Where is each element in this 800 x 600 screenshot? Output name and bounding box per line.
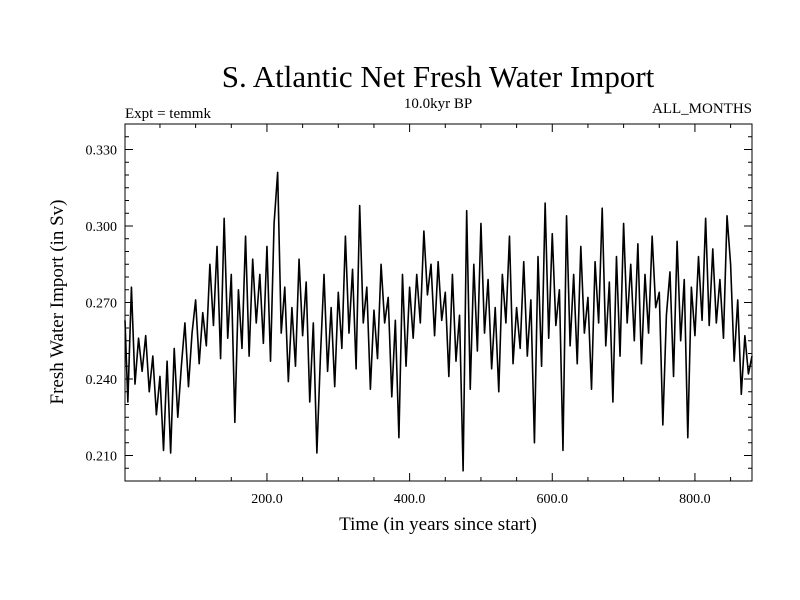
y-axis-label: Fresh Water Import (in Sv) [47,200,68,405]
chart-title: S. Atlantic Net Fresh Water Import [222,59,655,94]
y-tick-label: 0.330 [86,144,118,159]
axis-ticks [125,124,752,481]
x-tick-label: 400.0 [394,492,426,507]
period-label: 10.0kyr BP [404,96,472,112]
y-tick-label: 0.210 [86,450,118,465]
x-axis-label: Time (in years since start) [339,514,537,535]
months-label: ALL_MONTHS [652,101,752,117]
plot-frame [124,123,753,482]
series-line [124,171,753,472]
y-tick-label: 0.300 [86,220,118,235]
x-tick-label: 800.0 [679,492,711,507]
x-tick-label: 200.0 [251,492,283,507]
y-tick-label: 0.240 [86,373,118,388]
x-tick-label: 600.0 [537,492,569,507]
y-tick-labels: 0.210 0.240 0.270 0.300 0.330 [86,144,118,465]
y-tick-label: 0.270 [86,297,118,312]
experiment-label: Expt = temmk [125,106,211,122]
x-tick-labels: 200.0 400.0 600.0 800.0 [251,492,710,507]
